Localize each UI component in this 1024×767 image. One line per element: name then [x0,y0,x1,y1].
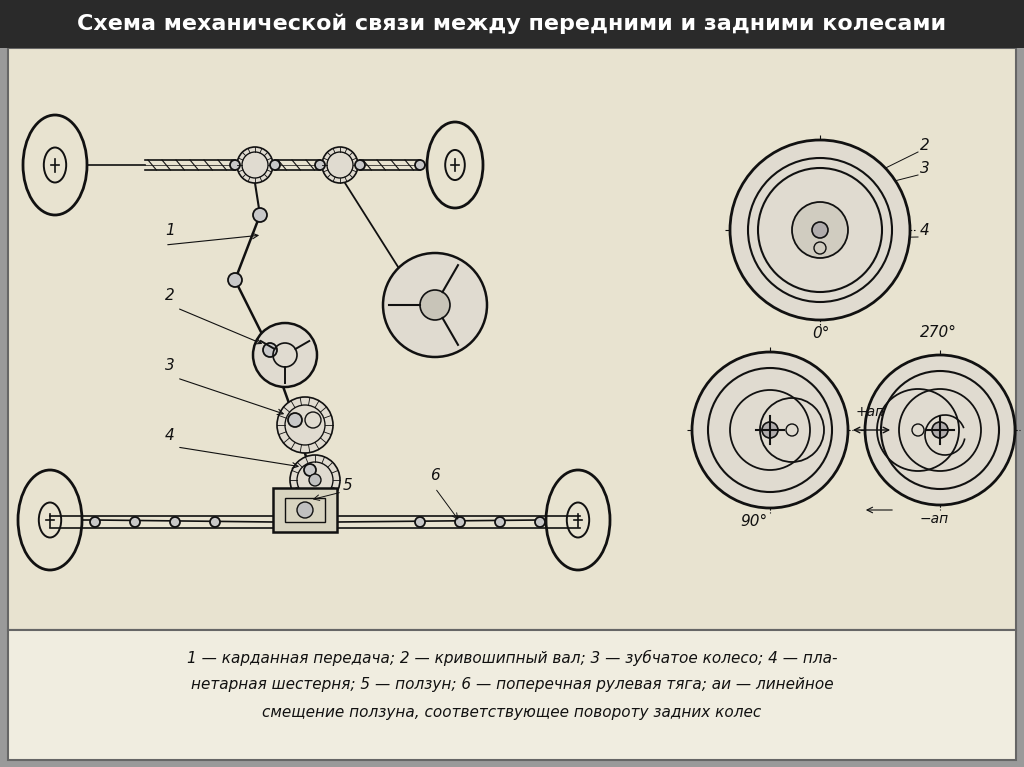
Circle shape [692,352,848,508]
Circle shape [309,474,321,486]
Text: 270°: 270° [920,325,956,340]
Circle shape [304,464,316,476]
Text: 90°: 90° [740,514,767,529]
Circle shape [495,517,505,527]
Circle shape [297,502,313,518]
Circle shape [170,517,180,527]
Circle shape [290,455,340,505]
Text: 1 — карданная передача; 2 — кривошипный вал; 3 — зубчатое колесо; 4 — пла-: 1 — карданная передача; 2 — кривошипный … [186,650,838,666]
Circle shape [288,413,302,427]
Circle shape [253,208,267,222]
Text: 0°: 0° [812,326,829,341]
Circle shape [270,160,280,170]
FancyBboxPatch shape [0,0,1024,48]
Circle shape [730,140,910,320]
Text: смещение ползуна, соответствующее повороту задних колес: смещение ползуна, соответствующее поворо… [262,705,762,719]
Circle shape [415,160,425,170]
Circle shape [383,253,487,357]
Circle shape [278,397,333,453]
Circle shape [865,355,1015,505]
Text: −aп: −aп [920,512,949,526]
Circle shape [415,517,425,527]
Circle shape [237,147,273,183]
Text: 1: 1 [165,223,175,238]
FancyBboxPatch shape [8,48,1016,630]
Text: 3: 3 [165,358,175,373]
Circle shape [315,160,325,170]
Circle shape [263,343,278,357]
Text: 2: 2 [165,288,175,303]
Circle shape [792,202,848,258]
Text: 4: 4 [165,428,175,443]
Circle shape [322,147,358,183]
Text: 3: 3 [920,161,930,176]
Circle shape [420,290,450,320]
Circle shape [762,422,778,438]
FancyBboxPatch shape [8,630,1016,760]
Circle shape [932,422,948,438]
FancyBboxPatch shape [273,488,337,532]
Text: +aп: +aп [856,405,886,419]
Text: Схема механической связи между передними и задними колесами: Схема механической связи между передними… [78,14,946,35]
Circle shape [455,517,465,527]
Circle shape [812,222,828,238]
Circle shape [228,273,242,287]
Circle shape [230,160,240,170]
Circle shape [253,323,317,387]
Text: нетарная шестерня; 5 — ползун; 6 — поперечная рулевая тяга; aи — линейное: нетарная шестерня; 5 — ползун; 6 — попер… [190,677,834,693]
Circle shape [130,517,140,527]
Text: 5: 5 [343,478,352,493]
Text: 4: 4 [920,223,930,238]
Circle shape [535,517,545,527]
Circle shape [355,160,365,170]
Text: 2: 2 [920,138,930,153]
Circle shape [90,517,100,527]
Text: 6: 6 [430,468,439,483]
Circle shape [210,517,220,527]
